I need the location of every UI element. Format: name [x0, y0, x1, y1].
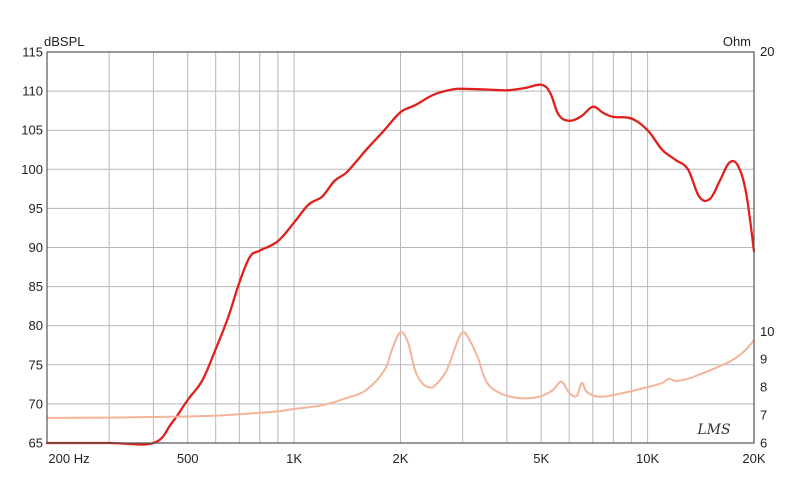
- y-axis-left-title: dBSPL: [44, 34, 84, 49]
- x-tick-label: 1K: [286, 451, 302, 466]
- y-left-tick-label: 95: [29, 201, 43, 216]
- y-left-tick-label: 115: [22, 45, 43, 60]
- y-left-tick-labels: 65 70 75 80 85 90 95 100 105 110 115: [21, 45, 43, 451]
- y-left-tick-label: 75: [29, 357, 43, 372]
- y-right-tick-label: 6: [760, 436, 767, 451]
- grid: [46, 51, 755, 444]
- impedance-series-line: [46, 331, 755, 419]
- x-tick-label: 10K: [636, 451, 659, 466]
- spl-series-line: [45, 83, 756, 446]
- y-right-tick-label: 20: [760, 44, 774, 59]
- lms-logo-mark: LMS: [696, 422, 730, 438]
- y-left-tick-label: 100: [21, 162, 43, 177]
- y-right-tick-label: 7: [760, 408, 767, 423]
- x-tick-label: 2K: [393, 451, 409, 466]
- y-right-tick-labels: 6 7 8 9 10 20: [760, 44, 774, 451]
- x-tick-labels: 200 Hz 500 1K 2K 5K 10K 20K: [48, 451, 765, 466]
- x-tick-label: 5K: [533, 451, 549, 466]
- x-tick-label: 200 Hz: [48, 451, 89, 466]
- series-layer: [45, 83, 756, 446]
- y-left-tick-label: 105: [21, 123, 43, 138]
- y-left-tick-label: 80: [29, 318, 43, 333]
- y-left-tick-label: 65: [29, 436, 43, 451]
- y-right-tick-label: 10: [760, 324, 774, 339]
- x-tick-label: 500: [177, 451, 199, 466]
- y-right-tick-label: 9: [760, 352, 767, 367]
- y-left-tick-label: 110: [22, 84, 43, 99]
- y-right-tick-label: 8: [760, 380, 767, 395]
- x-tick-label: 20K: [742, 451, 765, 466]
- y-left-tick-label: 85: [29, 279, 43, 294]
- y-left-tick-label: 70: [29, 396, 43, 411]
- plot-frame: [46, 51, 755, 444]
- y-left-tick-label: 90: [29, 240, 43, 255]
- y-axis-right-title: Ohm: [723, 34, 751, 49]
